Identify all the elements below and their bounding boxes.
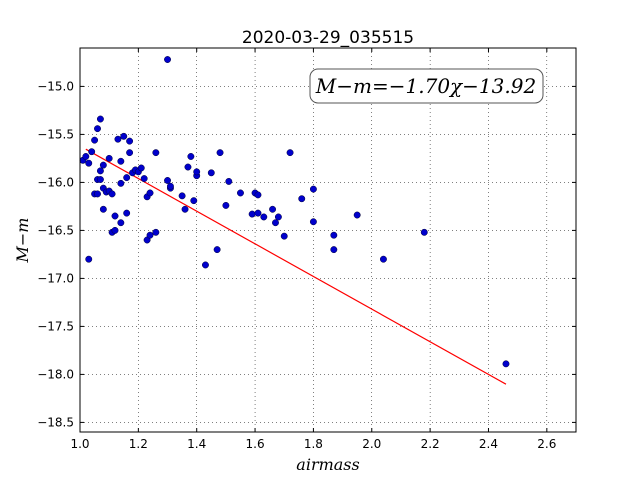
data-point bbox=[269, 205, 277, 213]
data-point bbox=[181, 205, 189, 213]
data-point bbox=[126, 137, 134, 145]
x-axis-label: airmass bbox=[296, 455, 359, 474]
y-tick-label: −17.5 bbox=[37, 319, 74, 333]
x-tick-label: 2.2 bbox=[421, 437, 440, 451]
data-point bbox=[309, 218, 317, 226]
data-point bbox=[502, 360, 510, 368]
data-point bbox=[152, 149, 160, 157]
data-point bbox=[225, 177, 233, 185]
x-tick-label: 1.6 bbox=[246, 437, 265, 451]
data-point bbox=[126, 149, 134, 157]
data-point bbox=[420, 228, 428, 236]
x-tick-label: 1.2 bbox=[129, 437, 148, 451]
y-tick-label: −16.5 bbox=[37, 223, 74, 237]
axis-ticks bbox=[79, 48, 576, 432]
x-tick-label: 2.0 bbox=[362, 437, 381, 451]
data-point bbox=[111, 212, 119, 220]
data-point bbox=[237, 189, 244, 197]
data-point bbox=[96, 167, 104, 175]
x-tick-label: 2.4 bbox=[479, 437, 498, 451]
y-tick-label: −15.0 bbox=[37, 79, 74, 93]
fit-equation: M−m=−1.70χ−13.92 bbox=[315, 74, 536, 98]
y-tick-label: −18.5 bbox=[37, 415, 74, 429]
data-point bbox=[286, 149, 294, 157]
data-point bbox=[111, 226, 119, 234]
fit-line bbox=[85, 148, 507, 385]
data-point bbox=[146, 189, 154, 197]
data-point bbox=[82, 153, 90, 160]
fit-annotation-box bbox=[309, 68, 544, 104]
data-point bbox=[91, 136, 99, 144]
data-point bbox=[190, 197, 198, 205]
data-point bbox=[117, 157, 125, 165]
data-point bbox=[99, 161, 107, 169]
data-point bbox=[94, 125, 101, 133]
chart-title: 2020-03-29_035515 bbox=[242, 28, 414, 48]
y-tick-label: −15.5 bbox=[37, 127, 74, 141]
data-point bbox=[96, 176, 104, 183]
data-point bbox=[274, 213, 282, 221]
data-point bbox=[164, 56, 171, 63]
data-point bbox=[260, 213, 268, 221]
data-point bbox=[222, 201, 230, 209]
data-point bbox=[96, 115, 104, 123]
y-tick-label: −16.0 bbox=[37, 175, 74, 189]
data-point bbox=[248, 210, 256, 218]
data-point bbox=[140, 175, 148, 183]
data-point bbox=[309, 185, 317, 193]
y-axis-label: M−m bbox=[13, 218, 32, 264]
data-point bbox=[85, 255, 93, 263]
data-point bbox=[123, 209, 131, 217]
data-point bbox=[280, 232, 288, 240]
fit-line-group bbox=[85, 148, 507, 385]
data-point bbox=[330, 231, 338, 239]
data-point bbox=[164, 177, 171, 184]
axis-tick-labels: 1.0 1.2 1.4 1.6 1.8 2.0 2.2 2.4 2.6 −15.0 −15.5 −16… bbox=[37, 79, 556, 451]
y-tick-label: −18.0 bbox=[37, 367, 74, 381]
plot-area bbox=[79, 47, 577, 433]
data-point bbox=[202, 261, 209, 269]
data-point bbox=[146, 231, 154, 239]
data-point bbox=[213, 246, 221, 254]
data-points bbox=[79, 56, 510, 368]
data-point bbox=[94, 190, 101, 198]
y-tick-label: −17.0 bbox=[37, 271, 74, 285]
x-tick-label: 1.8 bbox=[304, 437, 323, 451]
data-point bbox=[184, 163, 192, 171]
data-point bbox=[152, 228, 160, 236]
data-point bbox=[298, 195, 306, 203]
data-point bbox=[166, 182, 174, 190]
grid-lines bbox=[80, 48, 576, 432]
data-point bbox=[353, 211, 361, 219]
data-point bbox=[117, 219, 125, 227]
data-point bbox=[193, 168, 201, 176]
data-point bbox=[187, 153, 195, 160]
data-point bbox=[254, 191, 262, 199]
x-tick-label: 1.0 bbox=[70, 437, 89, 451]
data-point bbox=[108, 190, 116, 198]
data-point bbox=[88, 148, 96, 156]
data-point bbox=[120, 132, 128, 140]
data-point bbox=[330, 246, 338, 254]
data-point bbox=[254, 209, 262, 217]
data-point bbox=[178, 192, 186, 200]
data-point bbox=[85, 159, 93, 167]
data-point bbox=[207, 169, 215, 177]
data-point bbox=[216, 149, 224, 157]
x-tick-label: 1.4 bbox=[187, 437, 206, 451]
data-point bbox=[99, 205, 107, 213]
data-point bbox=[272, 219, 279, 227]
x-tick-label: 2.6 bbox=[537, 437, 556, 451]
data-point bbox=[123, 174, 131, 182]
data-point bbox=[117, 179, 125, 187]
data-point bbox=[137, 164, 145, 172]
data-point bbox=[114, 135, 122, 143]
data-point bbox=[379, 255, 387, 263]
fit-annotation: M−m=−1.70χ−13.92 bbox=[309, 68, 544, 104]
data-point bbox=[105, 154, 113, 162]
